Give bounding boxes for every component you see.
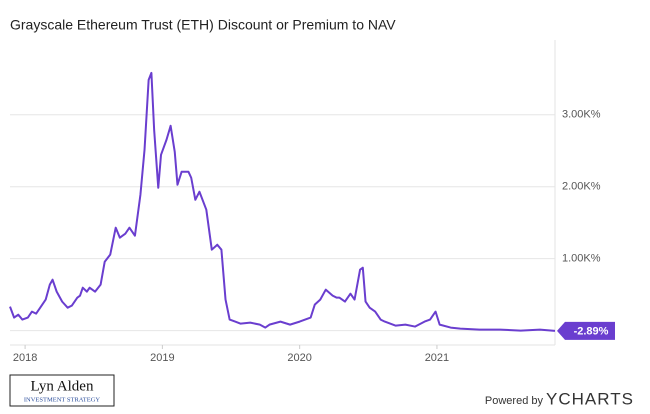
x-tick-label: 2019	[150, 352, 174, 364]
x-tick-label: 2020	[287, 352, 311, 364]
end-label: -2.89%	[574, 326, 609, 338]
provider: YCHARTS	[546, 389, 634, 408]
y-tick-label: 1.00K%	[562, 253, 601, 265]
powered-by: Powered by	[485, 395, 544, 407]
footer: Lyn Alden INVESTMENT STRATEGY Powered by…	[9, 374, 634, 408]
end-badge	[557, 321, 615, 340]
logo-box	[9, 374, 115, 407]
x-tick-label: 2021	[425, 352, 449, 364]
x-tick-label: 2018	[13, 352, 37, 364]
logo-brand: Lyn Alden	[31, 378, 94, 394]
logo-sub: INVESTMENT STRATEGY	[24, 396, 101, 403]
chart-title: Grayscale Ethereum Trust (ETH) Discount …	[10, 17, 396, 33]
line	[9, 71, 556, 332]
y-tick-label: 2.00K%	[562, 181, 601, 193]
y-tick-label: 3.00K%	[562, 109, 601, 121]
